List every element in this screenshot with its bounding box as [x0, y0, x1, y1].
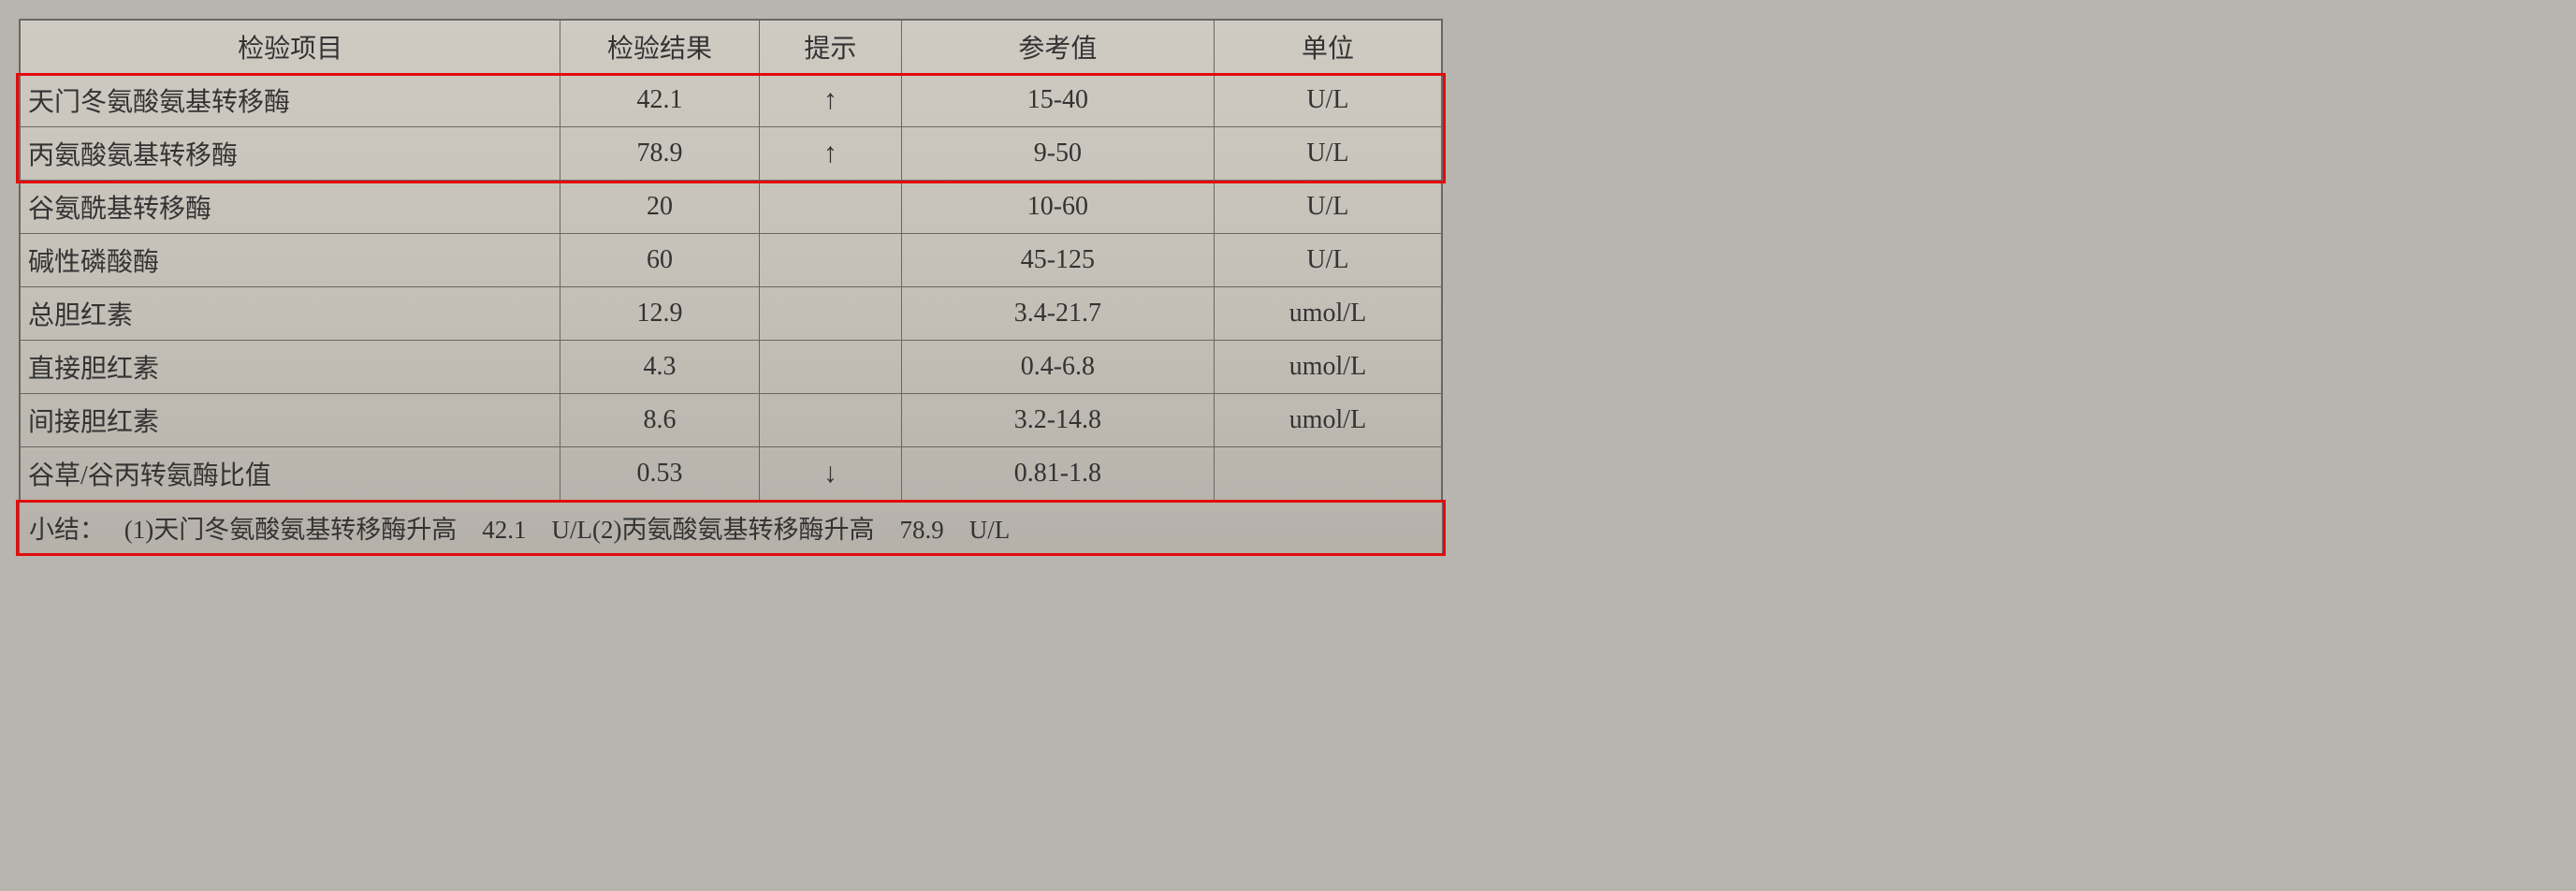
table-row: 直接胆红素4.3 0.4-6.8umol/L [21, 341, 1442, 394]
cell-result: 8.6 [560, 394, 760, 447]
cell-result: 20 [560, 181, 760, 234]
cell-ref: 15-40 [901, 74, 1214, 127]
cell-item: 谷草/谷丙转氨酶比值 [21, 447, 560, 501]
cell-flag [759, 181, 901, 234]
table-row: 谷草/谷丙转氨酶比值0.53↓0.81-1.8 [21, 447, 1442, 501]
cell-unit: U/L [1214, 74, 1441, 127]
cell-result: 78.9 [560, 127, 760, 181]
cell-ref: 3.2-14.8 [901, 394, 1214, 447]
cell-item: 丙氨酸氨基转移酶 [21, 127, 560, 181]
col-result: 检验结果 [560, 21, 760, 74]
table-row: 丙氨酸氨基转移酶78.9↑9-50U/L [21, 127, 1442, 181]
cell-flag: ↓ [759, 447, 901, 501]
cell-ref: 9-50 [901, 127, 1214, 181]
table-row: 总胆红素12.9 3.4-21.7umol/L [21, 287, 1442, 341]
table-row: 天门冬氨酸氨基转移酶42.1↑15-40U/L [21, 74, 1442, 127]
cell-item: 总胆红素 [21, 287, 560, 341]
cell-unit: U/L [1214, 234, 1441, 287]
table-body: 天门冬氨酸氨基转移酶42.1↑15-40U/L丙氨酸氨基转移酶78.9↑9-50… [21, 74, 1442, 501]
cell-flag: ↑ [759, 127, 901, 181]
cell-flag [759, 394, 901, 447]
table-row: 谷氨酰基转移酶20 10-60U/L [21, 181, 1442, 234]
cell-item: 谷氨酰基转移酶 [21, 181, 560, 234]
table-row: 碱性磷酸酶60 45-125U/L [21, 234, 1442, 287]
cell-result: 12.9 [560, 287, 760, 341]
cell-ref: 0.81-1.8 [901, 447, 1214, 501]
summary-text: (1)天门冬氨酸氨基转移酶升高 42.1 U/L(2)丙氨酸氨基转移酶升高 78… [124, 516, 1010, 544]
col-ref: 参考值 [901, 21, 1214, 74]
cell-ref: 10-60 [901, 181, 1214, 234]
cell-unit: umol/L [1214, 394, 1441, 447]
cell-item: 碱性磷酸酶 [21, 234, 560, 287]
cell-result: 60 [560, 234, 760, 287]
cell-item: 直接胆红素 [21, 341, 560, 394]
col-flag: 提示 [759, 21, 901, 74]
cell-result: 0.53 [560, 447, 760, 501]
col-item: 检验项目 [21, 21, 560, 74]
cell-flag [759, 234, 901, 287]
cell-result: 42.1 [560, 74, 760, 127]
summary-row: 小结： (1)天门冬氨酸氨基转移酶升高 42.1 U/L(2)丙氨酸氨基转移酶升… [20, 501, 1442, 553]
results-table: 检验项目 检验结果 提示 参考值 单位 天门冬氨酸氨基转移酶42.1↑15-40… [20, 20, 1442, 501]
header-row: 检验项目 检验结果 提示 参考值 单位 [21, 21, 1442, 74]
col-unit: 单位 [1214, 21, 1441, 74]
lab-report: 检验项目 检验结果 提示 参考值 单位 天门冬氨酸氨基转移酶42.1↑15-40… [19, 19, 1443, 554]
summary-label: 小结： [29, 509, 118, 546]
cell-unit: U/L [1214, 181, 1441, 234]
cell-ref: 0.4-6.8 [901, 341, 1214, 394]
cell-unit: U/L [1214, 127, 1441, 181]
cell-flag [759, 287, 901, 341]
cell-unit: umol/L [1214, 287, 1441, 341]
cell-item: 间接胆红素 [21, 394, 560, 447]
cell-unit: umol/L [1214, 341, 1441, 394]
cell-result: 4.3 [560, 341, 760, 394]
cell-ref: 3.4-21.7 [901, 287, 1214, 341]
cell-ref: 45-125 [901, 234, 1214, 287]
cell-flag: ↑ [759, 74, 901, 127]
cell-item: 天门冬氨酸氨基转移酶 [21, 74, 560, 127]
cell-unit [1214, 447, 1441, 501]
cell-flag [759, 341, 901, 394]
table-row: 间接胆红素8.6 3.2-14.8umol/L [21, 394, 1442, 447]
